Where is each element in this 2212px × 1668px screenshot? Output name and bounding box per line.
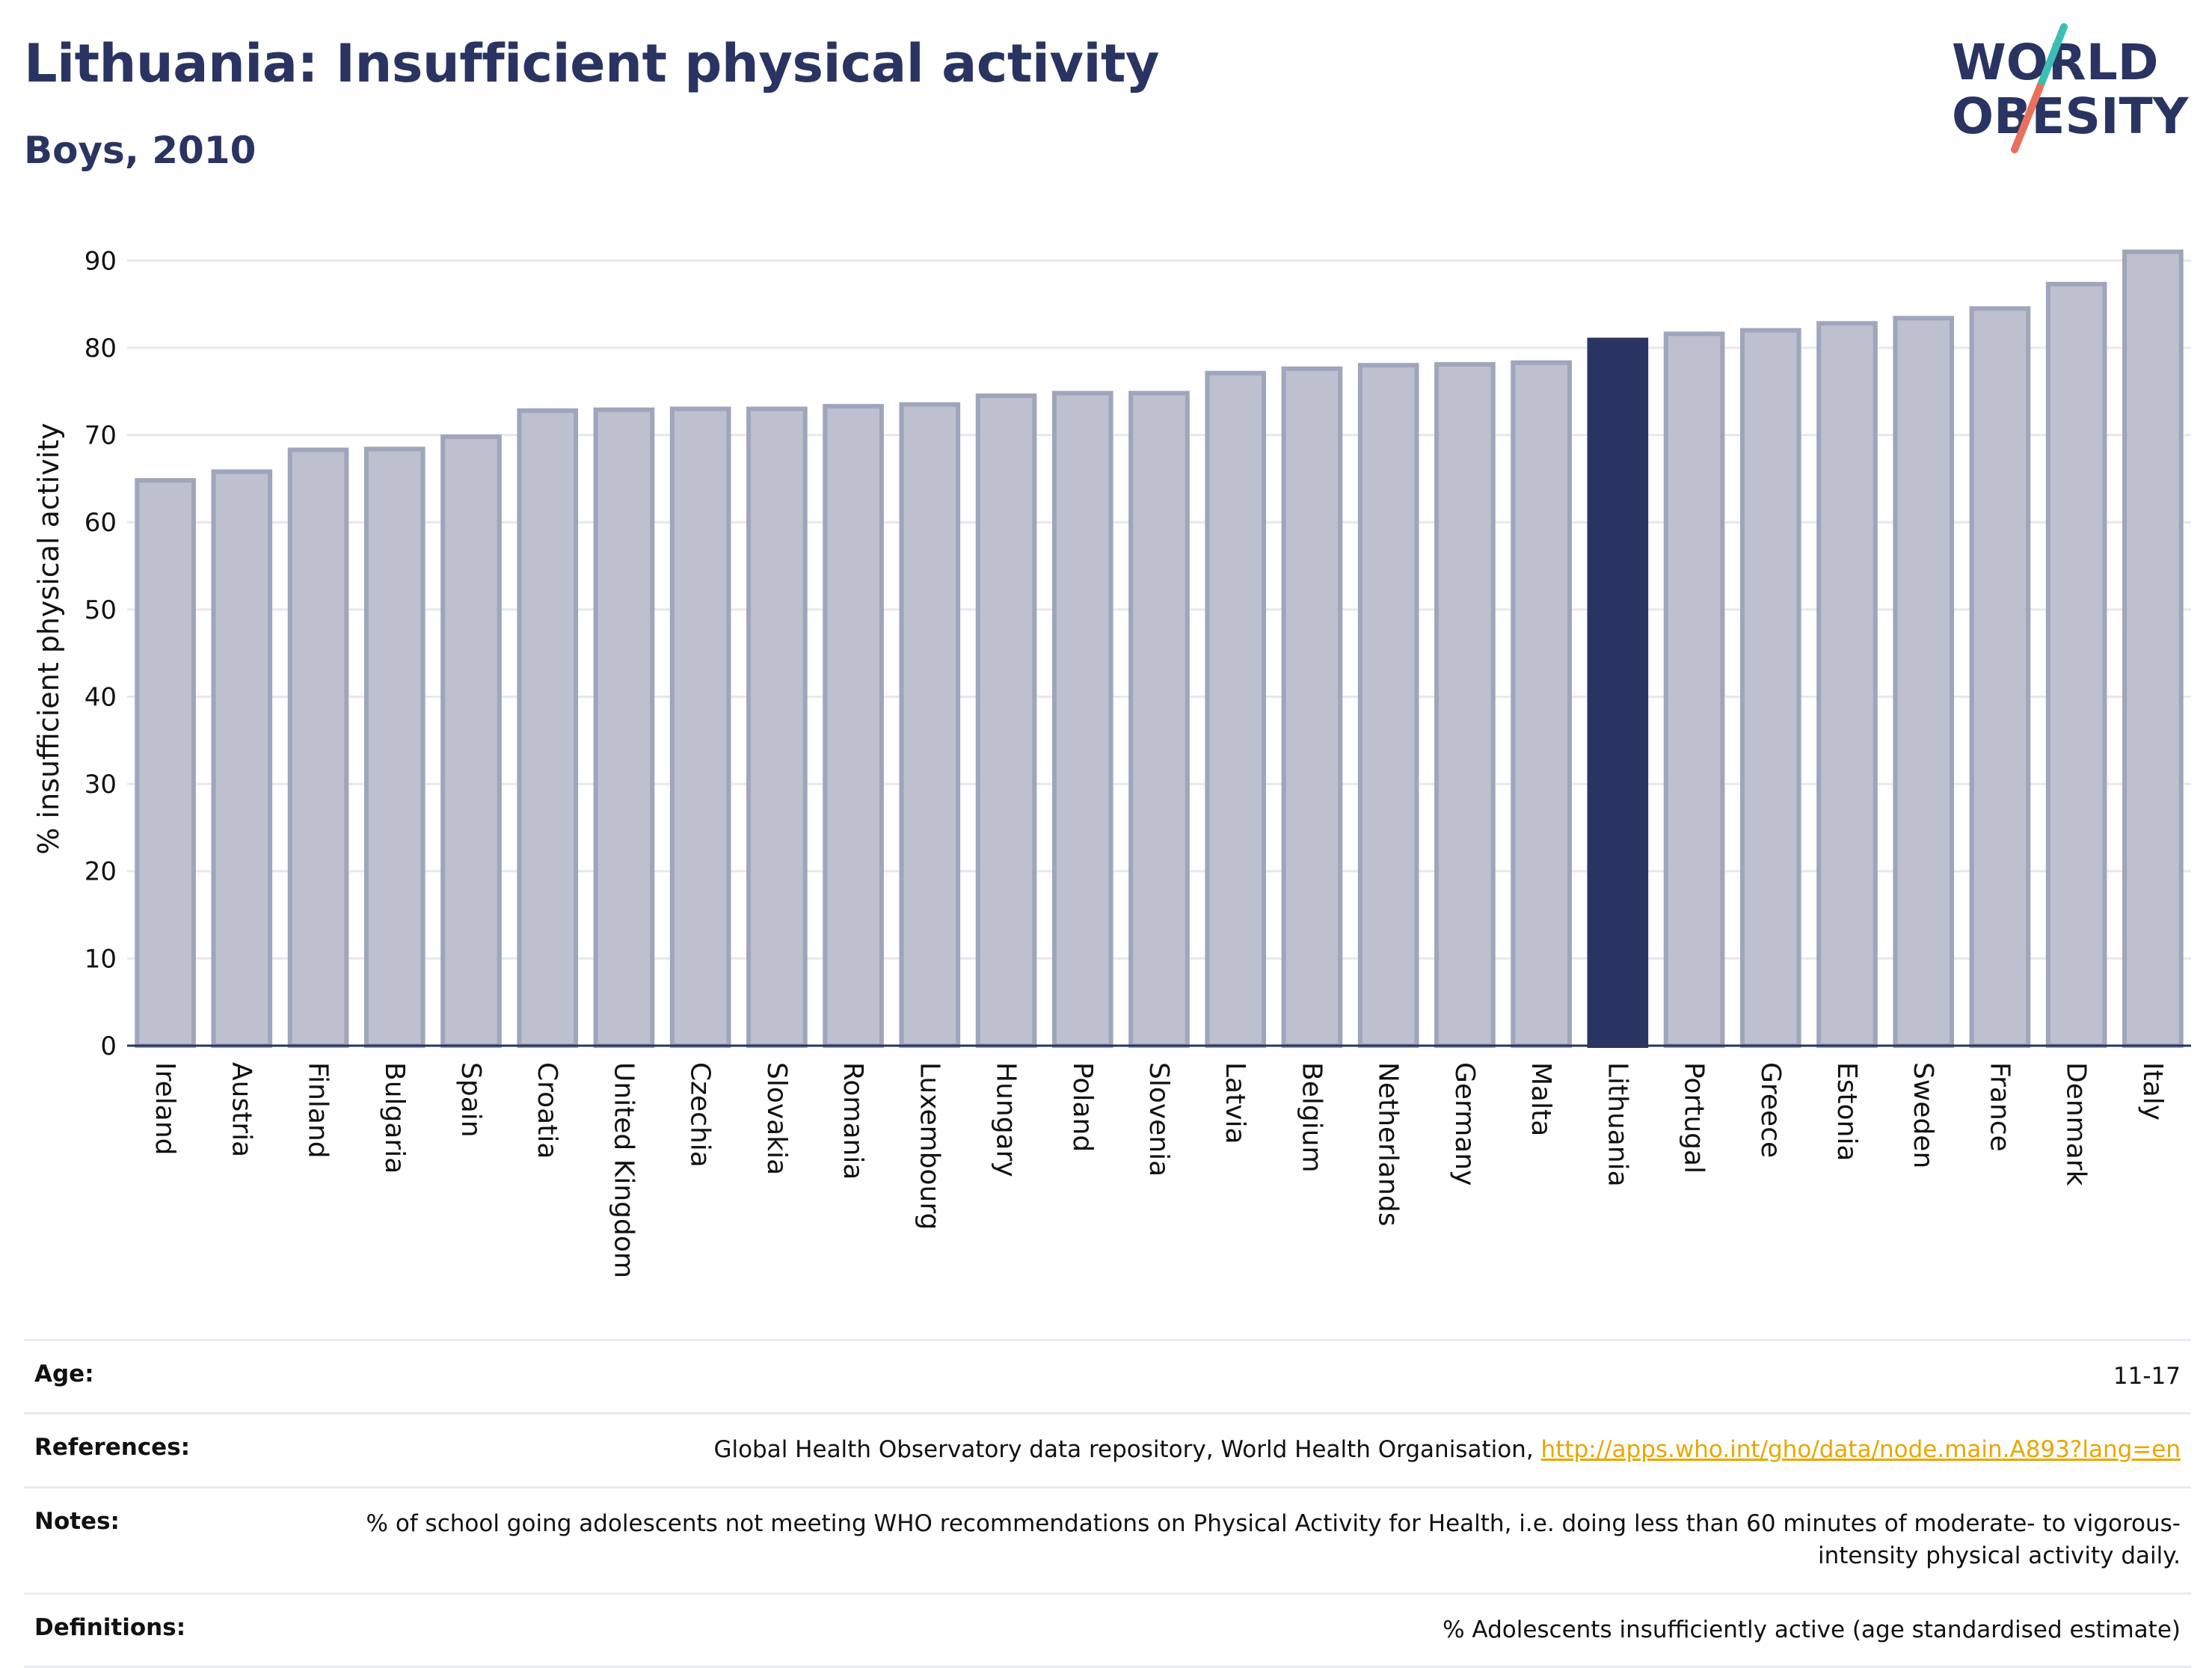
bar-france bbox=[1969, 306, 2031, 1049]
bar-poland bbox=[1051, 390, 1113, 1048]
page-subtitle: Boys, 2010 bbox=[24, 129, 256, 172]
bars bbox=[135, 249, 2184, 1049]
logo-slash-coral bbox=[2011, 83, 2044, 153]
y-axis-label: % insufficient physical activity bbox=[32, 423, 65, 854]
y-tick-label: 20 bbox=[85, 857, 117, 887]
x-tick-label: Hungary bbox=[991, 1062, 1021, 1177]
y-tick-labels: 0 10 20 30 40 50 60 70 80 90 bbox=[85, 246, 117, 1061]
y-tick-label: 60 bbox=[85, 508, 117, 538]
bar-portugal bbox=[1663, 331, 1725, 1048]
y-tick-label: 70 bbox=[85, 421, 117, 451]
age-value: 11-17 bbox=[2113, 1363, 2181, 1390]
y-tick-label: 10 bbox=[85, 944, 117, 974]
meta-row-notes: Notes: % of school going adolescents not… bbox=[24, 1487, 2191, 1593]
meta-row-definitions: Definitions: % Adolescents insufficientl… bbox=[24, 1593, 2191, 1667]
y-tick-label: 90 bbox=[85, 246, 117, 276]
bar-slovakia bbox=[746, 406, 808, 1048]
x-tick-label: Belgium bbox=[1296, 1062, 1327, 1173]
bar-romania bbox=[823, 404, 884, 1048]
bar-germany bbox=[1434, 362, 1496, 1048]
bar-croatia bbox=[517, 408, 579, 1048]
bar-belgium bbox=[1281, 366, 1343, 1048]
meta-row-age: Age: 11-17 bbox=[24, 1340, 2191, 1414]
age-label: Age: bbox=[34, 1361, 94, 1388]
bar-luxembourg bbox=[899, 402, 961, 1048]
x-tick-label: Malta bbox=[1526, 1062, 1556, 1136]
bar-finland bbox=[287, 447, 349, 1048]
bar-netherlands bbox=[1357, 363, 1419, 1048]
notes-label: Notes: bbox=[34, 1507, 120, 1535]
x-tick-label: Spain bbox=[455, 1062, 486, 1138]
y-tick-label: 40 bbox=[85, 682, 117, 712]
bar-lithuania bbox=[1587, 337, 1649, 1049]
x-tick-label: Finland bbox=[303, 1062, 334, 1159]
bar-sweden bbox=[1893, 316, 1955, 1049]
page-title: Lithuania: Insufficient physical activit… bbox=[24, 33, 1160, 94]
x-tick-label: Czechia bbox=[685, 1062, 716, 1168]
references-value: Global Health Observatory data repositor… bbox=[299, 1414, 2191, 1487]
definitions-value: % Adolescents insufficiently active (age… bbox=[1443, 1616, 2181, 1643]
bar-greece bbox=[1739, 328, 1801, 1049]
meta-row-references: References: Global Health Observatory da… bbox=[24, 1413, 2191, 1487]
bar-slovenia bbox=[1128, 390, 1190, 1048]
x-tick-label: Estonia bbox=[1831, 1062, 1862, 1162]
y-tick-label: 50 bbox=[85, 595, 117, 625]
x-tick-labels: Ireland Austria Finland Bulgaria Spain Croati… bbox=[150, 1062, 2168, 1278]
bar-malta bbox=[1511, 360, 1572, 1049]
bar-bulgaria bbox=[363, 447, 425, 1048]
x-tick-label: United Kingdom bbox=[608, 1062, 639, 1278]
bar-hungary bbox=[975, 393, 1037, 1048]
references-text: Global Health Observatory data repositor… bbox=[713, 1436, 1534, 1464]
x-tick-label: Lithuania bbox=[1602, 1062, 1632, 1187]
x-tick-label: Romania bbox=[838, 1062, 868, 1180]
logo-slash-teal bbox=[2036, 23, 2068, 91]
notes-value: % of school going adolescents not meetin… bbox=[366, 1509, 2181, 1570]
bar-ireland bbox=[135, 478, 196, 1048]
bar-austria bbox=[211, 469, 273, 1048]
x-tick-label: Germany bbox=[1449, 1062, 1480, 1186]
bar-chart: 0 10 20 30 40 50 60 70 80 90 Ireland Austria Finlan… bbox=[32, 246, 2191, 1278]
x-tick-label: Croatia bbox=[532, 1062, 562, 1159]
x-tick-label: Slovakia bbox=[761, 1062, 792, 1175]
x-tick-label: Netherlands bbox=[1373, 1062, 1404, 1226]
bar-spain bbox=[440, 434, 502, 1048]
references-label: References: bbox=[34, 1434, 191, 1462]
y-tick-label: 80 bbox=[85, 334, 117, 364]
metadata-table: Age: 11-17 References: Global Health Obs… bbox=[24, 1339, 2191, 1668]
world-obesity-logo: WORLD OBESITY bbox=[1952, 23, 2190, 153]
x-tick-label: Ireland bbox=[150, 1062, 180, 1156]
x-tick-label: Bulgaria bbox=[379, 1062, 410, 1174]
x-tick-label: Luxembourg bbox=[914, 1062, 944, 1230]
bar-united-kingdom bbox=[593, 407, 655, 1048]
x-tick-label: Greece bbox=[1755, 1062, 1786, 1158]
definitions-label: Definitions: bbox=[34, 1613, 186, 1641]
y-tick-label: 30 bbox=[85, 770, 117, 800]
bar-latvia bbox=[1205, 370, 1267, 1049]
bar-czechia bbox=[669, 406, 731, 1048]
bar-denmark bbox=[2045, 281, 2107, 1048]
bar-italy bbox=[2122, 249, 2184, 1049]
x-tick-label: Sweden bbox=[1908, 1062, 1938, 1168]
x-tick-label: Poland bbox=[1067, 1062, 1098, 1152]
y-tick-label: 0 bbox=[100, 1031, 117, 1061]
x-tick-label: Italy bbox=[2137, 1062, 2168, 1120]
x-tick-label: Slovenia bbox=[1143, 1062, 1174, 1177]
bar-estonia bbox=[1816, 321, 1878, 1048]
logo-word-obesity: OBESITY bbox=[1952, 88, 2190, 145]
x-tick-label: Portugal bbox=[1679, 1062, 1709, 1174]
x-tick-label: Denmark bbox=[2061, 1062, 2092, 1186]
x-tick-label: Austria bbox=[226, 1062, 256, 1157]
references-link[interactable]: http://apps.who.int/gho/data/node.main.A… bbox=[1540, 1436, 2181, 1464]
x-tick-label: Latvia bbox=[1220, 1062, 1250, 1144]
x-tick-label: France bbox=[1984, 1062, 2015, 1152]
